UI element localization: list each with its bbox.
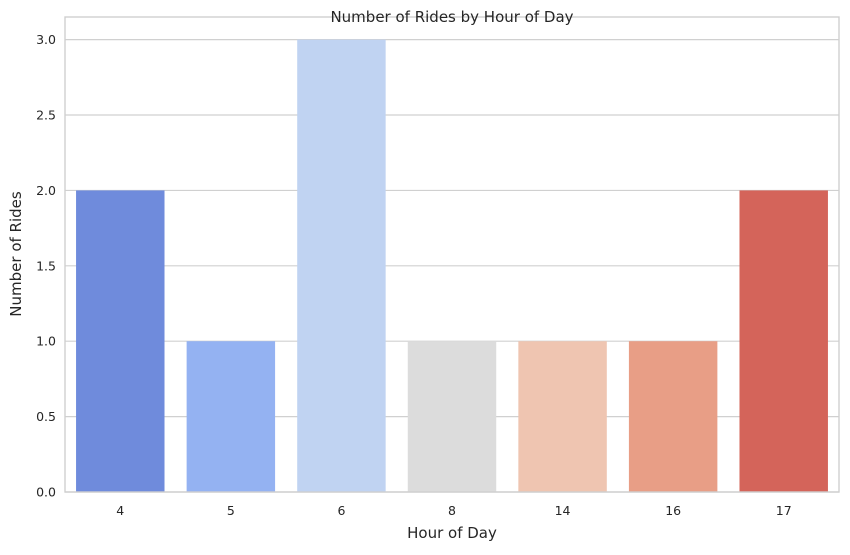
bar-hour-16 — [628, 341, 718, 492]
x-tick-label: 6 — [337, 503, 345, 518]
bar-hour-17 — [739, 190, 828, 492]
y-axis-label: Number of Rides — [7, 191, 25, 317]
bar-hour-6 — [297, 39, 386, 492]
bar-hour-5 — [186, 341, 276, 492]
x-tick-label: 16 — [665, 503, 681, 518]
x-tick-label: 5 — [227, 503, 235, 518]
y-tick-label: 1.5 — [36, 258, 56, 273]
bar-hour-14 — [518, 341, 607, 492]
plot-frame — [64, 16, 840, 493]
x-axis-label: Hour of Day — [407, 524, 497, 542]
x-tick-label: 14 — [555, 503, 571, 518]
x-tick-label: 8 — [448, 503, 456, 518]
y-tick-label: 2.5 — [36, 108, 56, 123]
y-tick-labels: 0.0 0.5 1.0 1.5 2.0 2.5 3.0 — [36, 32, 56, 499]
x-tick-label: 4 — [116, 503, 124, 518]
chart-title: Number of Rides by Hour of Day — [330, 8, 573, 26]
bar-hour-4 — [76, 190, 165, 492]
x-tick-label: 17 — [776, 503, 792, 518]
y-tick-label: 1.0 — [36, 334, 56, 349]
y-tick-label: 0.0 — [36, 485, 56, 500]
x-tick-labels: 4 5 6 8 14 16 17 — [116, 503, 791, 518]
bar-hour-8 — [407, 341, 497, 492]
bars — [76, 39, 828, 492]
y-tick-label: 2.0 — [36, 183, 56, 198]
y-tick-label: 3.0 — [36, 32, 56, 47]
y-tick-label: 0.5 — [36, 409, 56, 424]
